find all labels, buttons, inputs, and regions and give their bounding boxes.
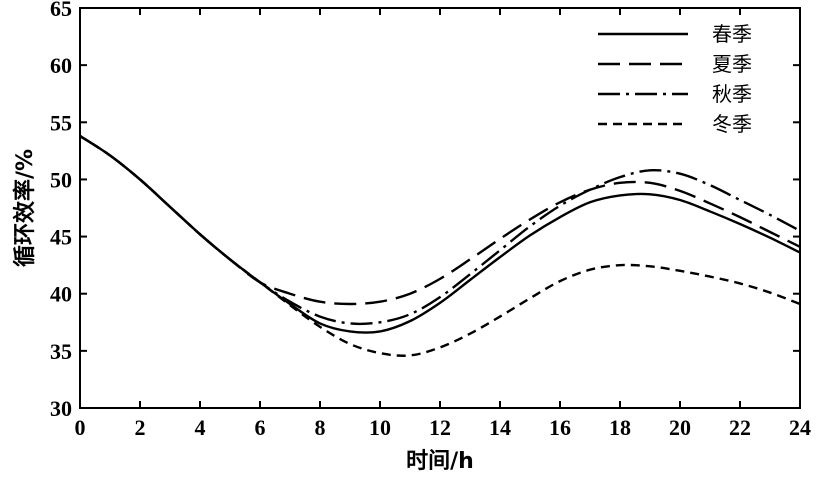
y-tick-label: 40 [50,282,72,307]
x-tick-label: 2 [135,415,146,440]
y-tick-label: 65 [50,0,72,21]
x-tick-label: 20 [669,415,691,440]
y-axis-title: 循环效率/% [12,149,38,267]
series-line-3 [79,134,801,326]
x-tick-label: 8 [315,415,326,440]
x-axis-title: 时间/h [406,449,474,474]
series-line-4 [79,134,801,357]
y-tick-label: 50 [50,167,72,192]
x-tick-label: 12 [429,415,451,440]
series-line-1 [79,134,801,334]
y-tick-label: 60 [50,53,72,78]
x-tick-label: 16 [549,415,571,440]
x-tick-label: 14 [489,415,511,440]
series-layer [79,134,801,357]
y-tick-label: 45 [50,225,72,250]
x-tick-label: 4 [195,415,206,440]
legend-label-3: 秋季 [712,82,752,106]
legend-label-1: 春季 [712,22,752,46]
series-line-2 [79,134,801,306]
legend-label-4: 冬季 [712,112,752,136]
legend-box [586,16,792,138]
x-tick-label: 24 [789,415,811,440]
legend-label-2: 夏季 [712,52,752,76]
x-tick-label: 6 [255,415,266,440]
y-tick-label: 30 [50,396,72,421]
y-tick-label: 55 [50,110,72,135]
x-tick-label: 0 [75,415,86,440]
x-tick-label: 22 [729,415,751,440]
y-tick-label: 35 [50,339,72,364]
x-tick-label: 18 [609,415,631,440]
x-tick-label: 10 [369,415,391,440]
